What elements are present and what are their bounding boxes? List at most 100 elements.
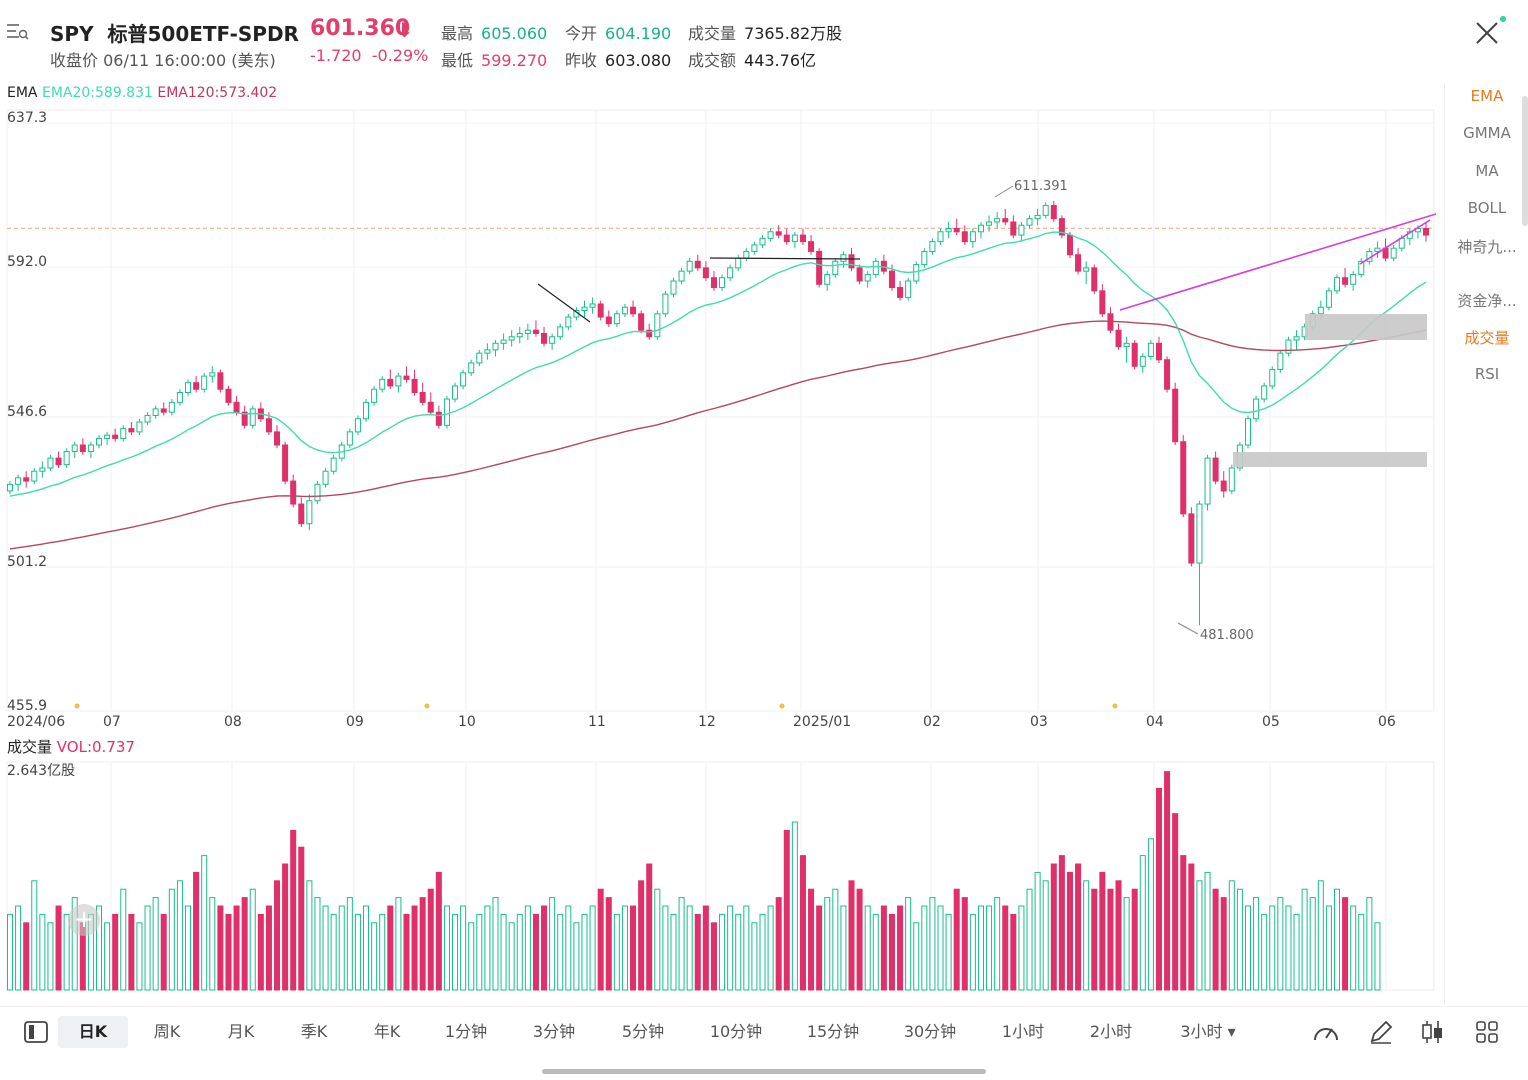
stat-label: 最低 [441, 51, 474, 70]
close-icon[interactable] [1474, 20, 1500, 46]
volume-bar [249, 888, 256, 991]
candle-body [977, 224, 984, 233]
candle-body [1010, 221, 1017, 236]
volume-bar [387, 905, 394, 991]
volume-bar [727, 905, 734, 991]
event-marker [779, 703, 785, 709]
candle-body [427, 401, 434, 413]
period-quarter[interactable]: 季K [300, 1022, 328, 1041]
x-tick-label: 2025/01 [793, 714, 851, 730]
volume-bar [395, 897, 402, 991]
volume-bar [532, 913, 539, 991]
menu-icon[interactable] [6, 22, 30, 42]
period-week[interactable]: 周K [153, 1022, 181, 1041]
period-month[interactable]: 月K [227, 1022, 255, 1041]
volume-bar [144, 905, 151, 991]
candle-body [314, 483, 321, 502]
candle-body [799, 234, 806, 243]
period-15min[interactable]: 15分钟 [806, 1022, 860, 1041]
notification-dot [1500, 16, 1506, 22]
side-rsi[interactable]: RSI [1474, 365, 1500, 383]
highlight-zone [1305, 314, 1427, 340]
candle-body [1317, 306, 1324, 315]
x-tick-label: 06 [1378, 714, 1396, 730]
candle-body [1188, 513, 1195, 564]
candle-body [1099, 290, 1106, 315]
candle-body [581, 306, 588, 312]
candle-body [791, 234, 798, 243]
candle-body [1091, 267, 1098, 292]
side-gmma[interactable]: GMMA [1463, 124, 1511, 142]
volume-bar [856, 888, 863, 991]
min-annotation: 481.800 [1200, 628, 1254, 643]
candle-body [662, 293, 669, 315]
volume-bar [176, 880, 183, 991]
stat-turnover: 成交额 443.76亿 [688, 47, 816, 71]
candle-body [961, 231, 968, 243]
volume-bar [1301, 888, 1308, 991]
period-3h-dropdown[interactable]: 3小时 ▾ [1180, 1022, 1236, 1041]
candle-body [1075, 254, 1082, 272]
candle-body [751, 244, 758, 252]
side-magic-nine[interactable]: 神奇九... [1457, 238, 1517, 256]
candle-body [411, 378, 418, 394]
draw-pen-icon[interactable] [1368, 1019, 1394, 1045]
candle-style-icon[interactable] [1421, 1019, 1445, 1045]
volume-bar [1317, 880, 1324, 991]
candle-body [201, 375, 208, 390]
volume-bar [112, 913, 119, 991]
volume-bar [937, 905, 944, 991]
candle-body [654, 313, 661, 338]
candle-body [330, 457, 337, 472]
speedometer-icon[interactable] [1312, 1020, 1340, 1044]
volume-bar [702, 905, 709, 991]
y-tick-label: 592.0 [7, 254, 47, 270]
candle-body [128, 428, 135, 433]
period-2h[interactable]: 2小时 [1089, 1022, 1133, 1041]
period-year[interactable]: 年K [373, 1022, 401, 1041]
x-tick-label: 04 [1146, 714, 1164, 730]
layout-toggle-icon[interactable] [24, 1021, 48, 1043]
volume-bar [953, 888, 960, 991]
candle-body [727, 267, 734, 279]
sidebar-scrollbar[interactable] [1522, 96, 1528, 226]
candle-body [1196, 503, 1203, 564]
volume-bar [39, 913, 46, 991]
volume-bar [95, 905, 103, 991]
stat-label: 昨收 [565, 51, 598, 70]
volume-bar [1325, 905, 1332, 991]
period-5min[interactable]: 5分钟 [621, 1022, 665, 1041]
period-10min[interactable]: 10分钟 [709, 1022, 763, 1041]
period-30min[interactable]: 30分钟 [903, 1022, 957, 1041]
candle-body [1285, 339, 1292, 354]
volume-bar [1196, 880, 1203, 991]
candle-body [678, 270, 685, 282]
period-1h[interactable]: 1小时 [1001, 1022, 1045, 1041]
grid-menu-icon[interactable] [1475, 1020, 1499, 1044]
candle-body [249, 408, 256, 426]
candle-body [379, 378, 386, 390]
side-boll[interactable]: BOLL [1467, 199, 1507, 217]
period-1min[interactable]: 1分钟 [444, 1022, 488, 1041]
candle-body [435, 411, 442, 426]
period-3min[interactable]: 3分钟 [532, 1022, 576, 1041]
volume-bar [1026, 888, 1033, 991]
home-indicator [542, 1069, 986, 1074]
candle-body [508, 336, 515, 341]
volume-bar [1180, 855, 1187, 991]
candle-body [905, 280, 912, 298]
add-indicator-button[interactable]: + [68, 904, 100, 936]
side-ma[interactable]: MA [1475, 162, 1499, 180]
volume-bar [1293, 913, 1300, 991]
side-volume[interactable]: 成交量 [1464, 329, 1510, 347]
change-value: -1.720 [310, 46, 362, 65]
candle-body [937, 231, 944, 243]
period-day[interactable]: 日K [58, 1016, 128, 1048]
volume-bar [646, 863, 653, 991]
candle-body [1050, 205, 1057, 220]
candle-body [476, 352, 483, 364]
side-money-flow[interactable]: 资金净... [1457, 292, 1517, 310]
side-ema[interactable]: EMA [1470, 87, 1504, 105]
candle-body [468, 362, 475, 374]
